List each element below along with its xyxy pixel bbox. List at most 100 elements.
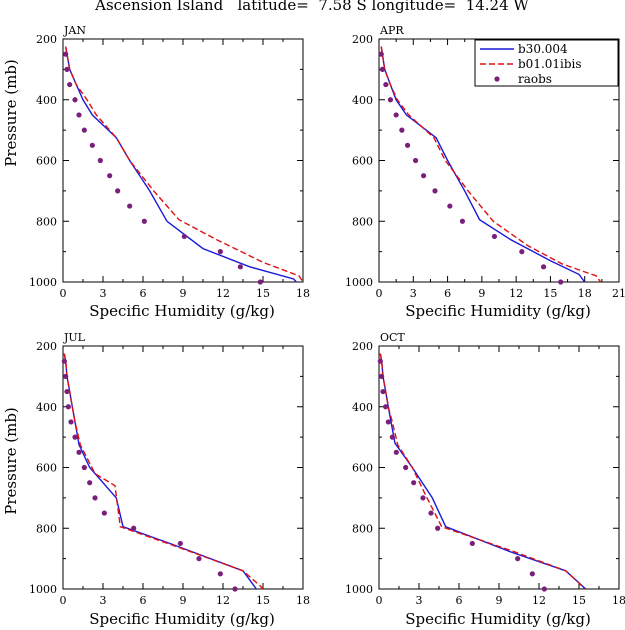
raobs-point bbox=[68, 419, 74, 425]
raobs-point bbox=[383, 81, 389, 88]
panel-title: JUL bbox=[63, 331, 86, 344]
x-tick-label: 3 bbox=[410, 287, 417, 300]
raobs-point bbox=[217, 571, 223, 577]
raobs-point bbox=[383, 404, 389, 410]
raobs-point bbox=[420, 495, 426, 501]
raobs-point bbox=[72, 97, 78, 103]
y-tick-label: 200 bbox=[36, 33, 57, 46]
x-tick-label: 9 bbox=[478, 287, 485, 300]
x-tick-label: 12 bbox=[509, 287, 523, 300]
x-tick-label: 12 bbox=[216, 594, 230, 607]
raobs-point bbox=[64, 388, 70, 395]
raobs-point bbox=[558, 279, 564, 285]
y-tick-label: 800 bbox=[352, 215, 373, 228]
raobs-point bbox=[519, 249, 525, 255]
y-tick-label: 600 bbox=[36, 155, 57, 168]
raobs-point bbox=[385, 419, 391, 425]
raobs-point bbox=[469, 540, 475, 547]
x-tick-label: 6 bbox=[456, 594, 463, 607]
x-tick-label: 6 bbox=[140, 594, 147, 607]
x-axis-label-apr: Specific Humidity (g/kg) bbox=[405, 302, 591, 320]
raobs-point bbox=[81, 127, 87, 133]
panel-jul: 0 3 6 9 12 15 18 200 400 600 800 1000 JUL bbox=[29, 331, 310, 607]
raobs-point bbox=[379, 66, 386, 72]
figure-title: Ascension Island latitude= 7.58 S longit… bbox=[94, 0, 529, 14]
x-tick-label: 0 bbox=[60, 287, 67, 300]
y-tick-label: 800 bbox=[36, 522, 57, 535]
plot-frame bbox=[378, 345, 620, 590]
x-tick-label: 18 bbox=[612, 594, 625, 607]
y-axis-label-bottom: Pressure (mb) bbox=[2, 407, 20, 515]
y-tick-label: 600 bbox=[352, 462, 373, 475]
x-tick-label: 21 bbox=[612, 287, 625, 300]
raobs-point bbox=[97, 157, 103, 164]
x-tick-label: 0 bbox=[376, 287, 383, 300]
x-tick-label: 3 bbox=[100, 594, 107, 607]
y-tick-label: 800 bbox=[352, 522, 373, 535]
raobs-point bbox=[399, 127, 405, 133]
raobs-point bbox=[64, 66, 70, 72]
axis-labels: Pressure (mb) Pressure (mb) Specific Hum… bbox=[2, 59, 591, 628]
raobs-point bbox=[257, 279, 263, 285]
raobs-point bbox=[87, 480, 93, 486]
x-tick-label: 12 bbox=[532, 594, 546, 607]
raobs-point bbox=[420, 173, 427, 179]
panel-title: APR bbox=[379, 24, 404, 37]
series-line-b30-004 bbox=[65, 46, 297, 283]
y-tick-label: 1000 bbox=[29, 583, 57, 596]
raobs-point bbox=[432, 188, 438, 194]
x-tick-label: 18 bbox=[296, 287, 310, 300]
y-tick-label: 600 bbox=[36, 462, 57, 475]
raobs-point bbox=[412, 157, 419, 164]
x-tick-label: 6 bbox=[444, 287, 451, 300]
plot-frame bbox=[62, 345, 304, 590]
y-tick-label: 1000 bbox=[345, 583, 373, 596]
y-tick-label: 200 bbox=[352, 33, 373, 46]
y-tick-label: 800 bbox=[36, 215, 57, 228]
raobs-point bbox=[181, 233, 187, 240]
raobs-point bbox=[76, 449, 82, 455]
raobs-point bbox=[529, 571, 535, 577]
raobs-point bbox=[89, 142, 95, 148]
raobs-point bbox=[81, 464, 87, 471]
x-tick-label: 0 bbox=[376, 594, 383, 607]
y-tick-label: 1000 bbox=[345, 276, 373, 289]
legend-label: b30.004 bbox=[518, 42, 568, 56]
x-tick-label: 12 bbox=[216, 287, 230, 300]
x-tick-label: 15 bbox=[256, 594, 270, 607]
panel-jan: 0 3 6 9 12 15 18 200 400 600 800 1000 JAN bbox=[29, 24, 310, 300]
raobs-point bbox=[101, 510, 107, 516]
raobs-point bbox=[63, 51, 69, 57]
x-tick-label: 15 bbox=[256, 287, 270, 300]
raobs-point bbox=[379, 373, 385, 379]
raobs-point bbox=[491, 233, 498, 240]
chart-panels: 0 3 6 9 12 15 18 200 400 600 800 1000 JAN 0 3 6 9 12 15 18 2… bbox=[29, 24, 625, 607]
raobs-point bbox=[92, 495, 98, 501]
raobs-point bbox=[107, 173, 113, 179]
raobs-point bbox=[459, 218, 466, 224]
x-axis-label-jan: Specific Humidity (g/kg) bbox=[89, 302, 275, 320]
series-line-b30-004 bbox=[380, 46, 586, 283]
y-tick-label: 1000 bbox=[29, 276, 57, 289]
panel-oct: 0 3 6 9 12 15 18 200 400 600 800 1000 OCT bbox=[345, 331, 625, 607]
raobs-point bbox=[76, 112, 82, 118]
raobs-point bbox=[377, 358, 383, 364]
raobs-point bbox=[411, 480, 417, 486]
legend-label: raobs bbox=[518, 72, 552, 86]
raobs-point bbox=[393, 449, 399, 455]
y-tick-label: 400 bbox=[352, 94, 373, 107]
raobs-point bbox=[515, 556, 521, 562]
raobs-point bbox=[72, 434, 78, 440]
panel-title: JAN bbox=[63, 24, 86, 37]
legend-marker bbox=[494, 76, 500, 82]
raobs-point bbox=[63, 373, 69, 379]
y-tick-label: 200 bbox=[36, 340, 57, 353]
raobs-point bbox=[541, 586, 547, 592]
x-tick-label: 9 bbox=[180, 287, 187, 300]
x-tick-label: 15 bbox=[543, 287, 557, 300]
x-tick-label: 18 bbox=[296, 594, 310, 607]
raobs-point bbox=[403, 464, 409, 471]
raobs-point bbox=[380, 388, 386, 395]
